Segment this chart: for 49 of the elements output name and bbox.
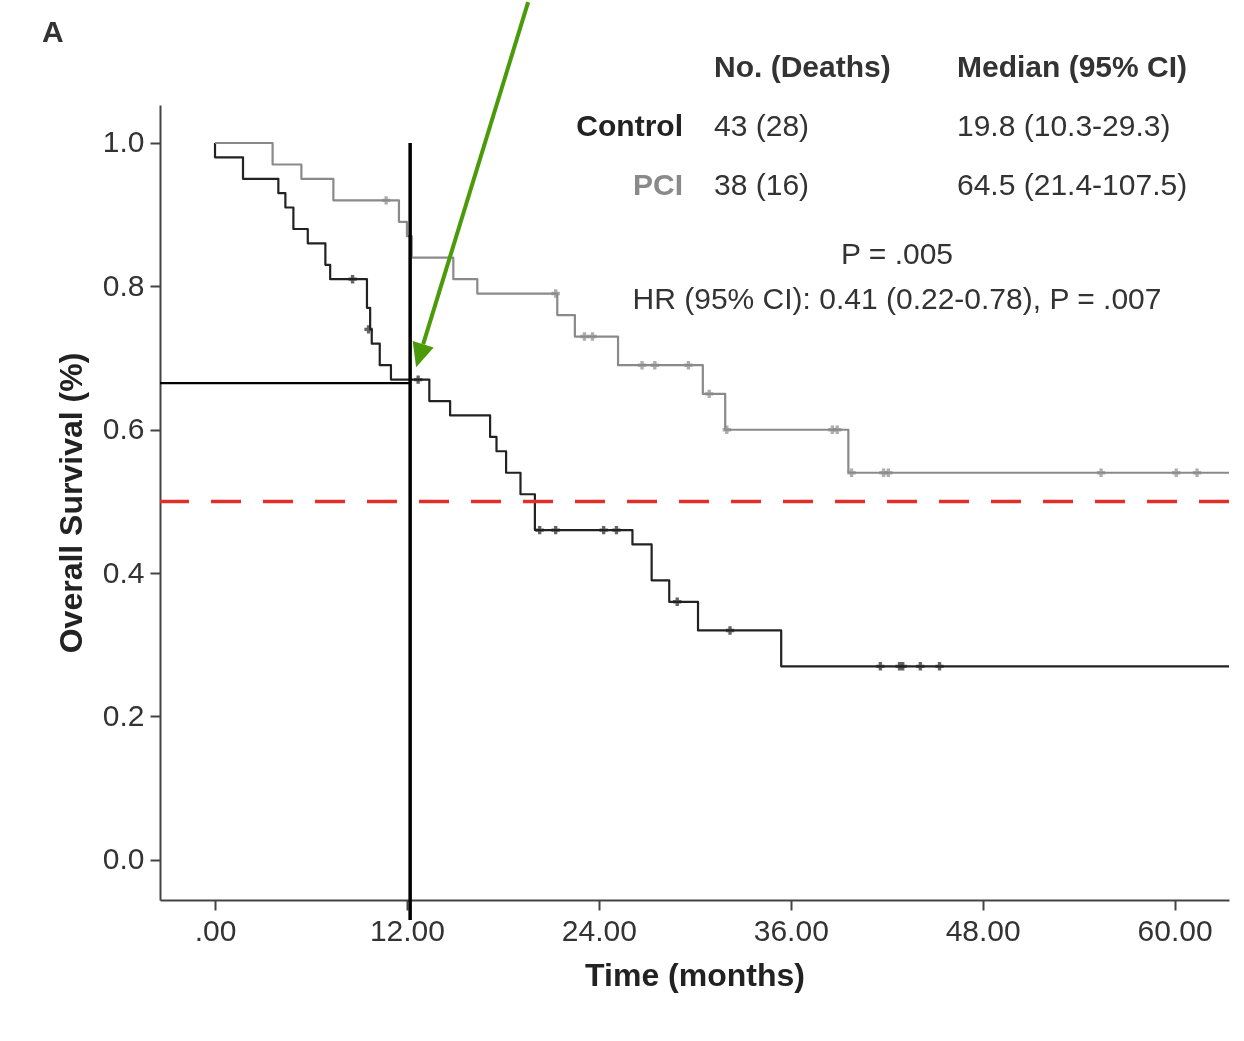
annotation: P = .005 bbox=[840, 237, 954, 270]
point bbox=[381, 196, 391, 205]
chart-title: A bbox=[42, 15, 64, 48]
point bbox=[725, 626, 735, 635]
y-axis-title: Overall Survival (%) bbox=[52, 352, 89, 654]
annotation: 64.5 (21.4-107.5) bbox=[957, 168, 1188, 201]
point bbox=[847, 468, 856, 477]
x-tick-label: 48.00 bbox=[945, 913, 1021, 947]
x-tick-label: 12.00 bbox=[369, 913, 445, 947]
point bbox=[916, 662, 925, 671]
point bbox=[705, 389, 714, 399]
point bbox=[535, 525, 544, 535]
point bbox=[348, 275, 357, 284]
y-tick-label: 1.0 bbox=[102, 125, 145, 159]
point bbox=[1096, 468, 1106, 477]
point bbox=[612, 525, 621, 535]
y-tick-label: 0.2 bbox=[102, 698, 145, 732]
annotation: HR (95% CI): 0.41 (0.22-0.78), P = .007 bbox=[632, 282, 1162, 315]
point bbox=[650, 361, 660, 370]
x-tick-label: .00 bbox=[194, 913, 237, 947]
x-tick-label: 24.00 bbox=[561, 913, 637, 947]
point bbox=[876, 662, 885, 671]
point bbox=[684, 361, 693, 370]
text: Median (95% CI) bbox=[957, 50, 1188, 83]
point bbox=[599, 525, 608, 535]
text: PCI bbox=[632, 168, 683, 201]
annotation: 43 (28) bbox=[714, 109, 810, 142]
annotation: 38 (16) bbox=[714, 168, 810, 201]
point bbox=[413, 375, 423, 384]
point bbox=[884, 468, 893, 477]
y-tick-label: 0.0 bbox=[102, 842, 145, 876]
point bbox=[551, 525, 560, 535]
x-tick-label: 36.00 bbox=[753, 913, 829, 947]
point bbox=[637, 361, 647, 370]
point bbox=[1192, 468, 1202, 477]
point bbox=[588, 332, 597, 341]
point bbox=[364, 325, 373, 334]
y-tick-label: 0.4 bbox=[102, 555, 145, 589]
text: Control bbox=[576, 109, 683, 142]
y-tick-label: 0.6 bbox=[102, 412, 145, 446]
annotation: 19.8 (10.3-29.3) bbox=[957, 109, 1171, 142]
point bbox=[580, 332, 589, 341]
text: No. (Deaths) bbox=[714, 50, 891, 83]
x-axis-title: Time (months) bbox=[585, 956, 805, 993]
x-tick-label: 60.00 bbox=[1137, 913, 1213, 947]
y-tick-label: 0.8 bbox=[102, 268, 145, 302]
point bbox=[832, 425, 842, 434]
point bbox=[935, 662, 944, 671]
point bbox=[551, 289, 560, 298]
